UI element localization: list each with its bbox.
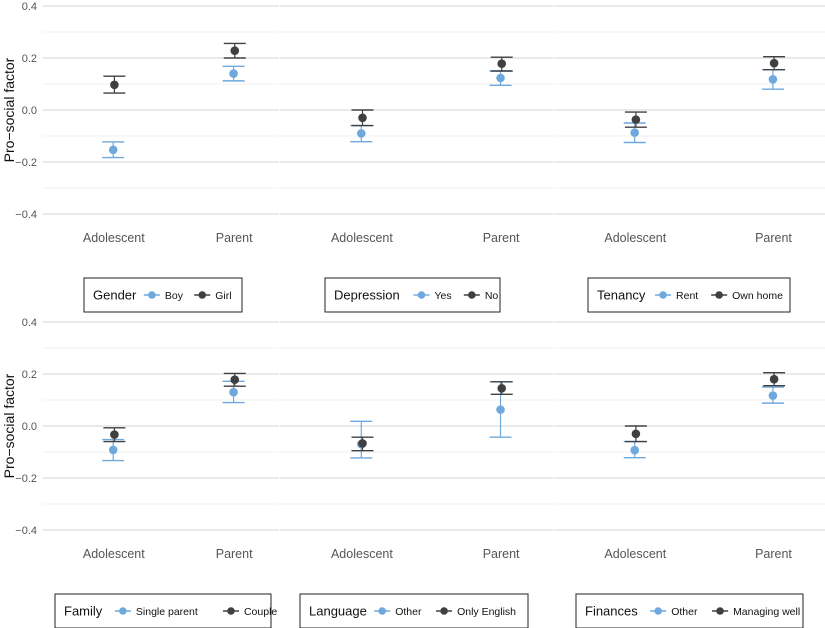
legend-title: Depression <box>334 288 400 303</box>
legend-key-point <box>440 607 448 615</box>
x-tick-label: Parent <box>755 547 792 561</box>
legend-title: Tenancy <box>597 288 646 303</box>
data-point <box>768 75 778 84</box>
legend-key-point <box>417 291 426 299</box>
panel-1: 0.4 0.2 0.0 −0.2 −0.4 Pro−social factor Adoles… <box>1 1 279 313</box>
legend-key-point <box>468 291 476 299</box>
legend-item-label: Own home <box>732 290 783 302</box>
data-point <box>108 445 118 455</box>
data-point <box>229 69 238 78</box>
data-point <box>496 73 505 83</box>
data-point <box>358 439 367 448</box>
y-tick-label: 0.0 <box>22 421 37 433</box>
data-point <box>769 58 779 68</box>
legend-title: Finances <box>585 604 638 619</box>
legend: Finances Other Managing well <box>575 593 804 628</box>
legend-key-point <box>654 607 662 615</box>
y-tick-label: −0.4 <box>15 209 37 221</box>
data-point <box>631 115 641 124</box>
legend-item-label: Yes <box>435 290 452 302</box>
legend-title: Gender <box>93 288 137 303</box>
legend: Depression Yes No <box>324 277 501 313</box>
y-tick-label: −0.4 <box>15 525 37 537</box>
legend-item-label: Boy <box>165 290 184 302</box>
legend: Gender Boy Girl <box>83 277 243 313</box>
data-point <box>497 384 507 393</box>
y-tick-label: 0.2 <box>22 53 37 65</box>
data-point <box>631 429 641 439</box>
x-tick-label: Parent <box>216 231 253 245</box>
legend-key-point <box>715 291 723 299</box>
y-axis-label: Pro−social factor <box>1 57 17 162</box>
legend-box <box>83 277 243 313</box>
x-tick-label: Adolescent <box>604 231 666 245</box>
legend-item-label: Only English <box>457 606 516 618</box>
y-tick-label: −0.2 <box>15 157 37 169</box>
x-tick-label: Adolescent <box>83 231 145 245</box>
legend-item-label: Managing well <box>733 606 800 618</box>
panel-6: Adolescent Parent Finances Other Managing we… <box>554 321 825 628</box>
data-point <box>108 145 118 155</box>
legend-item-label: No <box>485 290 499 302</box>
legend-key-point <box>227 607 235 615</box>
legend-box <box>299 593 529 628</box>
legend-item-label: Couple <box>244 606 277 618</box>
x-tick-label: Parent <box>755 231 792 245</box>
panel-5: Adolescent Parent Language Other Only Englis… <box>280 321 553 628</box>
x-tick-label: Adolescent <box>331 547 393 561</box>
data-point <box>110 80 119 90</box>
x-tick-label: Parent <box>483 231 520 245</box>
data-point <box>357 129 366 138</box>
legend: Family Single parent Couple <box>54 593 277 628</box>
panel-2: Adolescent Parent Depression Yes No <box>280 5 553 313</box>
legend-title: Family <box>64 604 103 619</box>
data-point <box>497 59 507 69</box>
data-point <box>496 405 505 414</box>
data-point <box>230 46 240 56</box>
x-tick-label: Parent <box>483 547 520 561</box>
data-point <box>358 113 367 123</box>
legend-key-point <box>716 607 724 615</box>
legend-item-label: Single parent <box>136 606 198 618</box>
legend-key-point <box>659 291 667 299</box>
legend-item-label: Other <box>671 606 698 618</box>
data-point <box>630 445 639 455</box>
y-tick-label: 0.2 <box>22 369 37 381</box>
legend-box <box>587 277 791 313</box>
panel-3: Adolescent Parent Tenancy Rent Own home <box>554 5 825 313</box>
y-tick-label: −0.2 <box>15 473 37 485</box>
y-tick-label: 0.0 <box>22 105 37 117</box>
data-point <box>229 387 238 397</box>
legend-key-point <box>198 291 207 299</box>
x-tick-label: Parent <box>216 547 253 561</box>
y-axis-label: Pro−social factor <box>1 373 17 478</box>
legend-key-point <box>378 607 387 615</box>
legend: Language Other Only English <box>299 593 529 628</box>
legend-key-point <box>119 607 127 615</box>
data-point <box>769 374 779 384</box>
legend-box <box>575 593 804 628</box>
y-tick-label: 0.4 <box>22 317 37 329</box>
legend-item-label: Other <box>395 606 422 618</box>
x-tick-label: Adolescent <box>604 547 666 561</box>
data-point <box>230 375 240 385</box>
y-tick-label: 0.4 <box>22 1 37 13</box>
data-point <box>630 128 639 137</box>
data-point <box>768 391 778 400</box>
data-point <box>110 430 119 439</box>
x-tick-label: Adolescent <box>83 547 145 561</box>
legend-key-point <box>148 291 156 299</box>
x-tick-label: Adolescent <box>331 231 393 245</box>
legend-item-label: Rent <box>676 290 698 302</box>
legend: Tenancy Rent Own home <box>587 277 791 313</box>
panel-4: 0.4 0.2 0.0 −0.2 −0.4 Pro−social factor Adoles… <box>1 317 279 628</box>
legend-item-label: Girl <box>215 290 231 302</box>
legend-title: Language <box>309 604 367 619</box>
